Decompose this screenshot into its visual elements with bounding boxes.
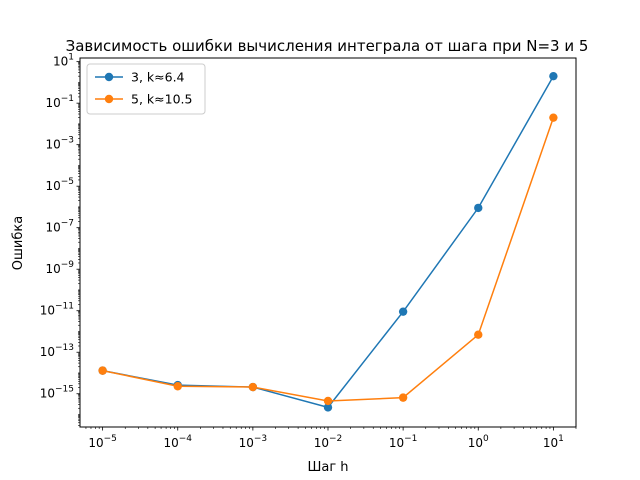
y-tick-label-exponent: −13 [55, 343, 74, 353]
series-1-point [549, 71, 558, 81]
y-tick-label: 10−7 [45, 219, 74, 235]
x-tick-label-base: 10 [543, 436, 558, 450]
x-tick-label: 10−4 [163, 434, 192, 450]
series-2-point [323, 396, 333, 406]
x-tick-label-base: 10 [239, 436, 254, 450]
series-2-point [173, 382, 182, 391]
y-tick-label-exponent: −5 [61, 177, 74, 187]
series-1-point [323, 403, 333, 412]
y-tick-label: 101 [53, 53, 74, 69]
x-tick-label-exponent: −4 [179, 434, 193, 444]
series-2-point [98, 366, 107, 375]
y-axis-label: Ошибка [11, 216, 26, 270]
y-tick-label-base: 10 [45, 96, 60, 110]
x-tick-label-exponent: 1 [558, 434, 564, 444]
x-tick-label: 101 [543, 434, 564, 450]
x-tick-label: 10−3 [239, 434, 268, 450]
series-layer [98, 71, 558, 412]
x-tick-label-base: 10 [88, 436, 103, 450]
legend-marker [104, 72, 114, 82]
legend: 3, k≈6.4 5, k≈10.5 [86, 63, 206, 115]
y-tick-label: 10−9 [45, 260, 74, 276]
y-tick-label: 10−3 [45, 136, 74, 152]
x-tick-label-exponent: 0 [483, 434, 489, 444]
y-tick-label: 10−5 [45, 177, 74, 193]
y-tick-label-exponent: −9 [61, 260, 75, 270]
y-tick-label-base: 10 [53, 55, 68, 69]
x-axis: 10−5 10−4 10−3 10−2 10−1 100 101 [85, 427, 577, 450]
chart-title: Зависимость ошибки вычисления интеграла … [66, 37, 589, 55]
y-tick-label: 10−11 [40, 302, 74, 318]
x-tick-label-base: 10 [468, 436, 483, 450]
x-tick-label-exponent: −1 [404, 434, 417, 444]
y-tick-label-exponent: −7 [61, 219, 74, 229]
y-tick-label-base: 10 [45, 262, 60, 276]
series-1-point [398, 307, 408, 316]
y-tick-label-base: 10 [40, 304, 55, 318]
y-tick-label: 10−1 [45, 94, 74, 110]
legend-label: 5, k≈10.5 [131, 92, 192, 107]
x-tick-label: 10−2 [314, 434, 343, 450]
x-axis-label: Шаг h [307, 460, 348, 475]
x-tick-label: 100 [468, 434, 489, 450]
y-tick-label-exponent: 1 [68, 53, 74, 63]
series-2-point [398, 393, 408, 402]
y-tick-label: 10−15 [40, 385, 74, 401]
x-tick-label-base: 10 [163, 436, 178, 450]
series-2-point [248, 382, 258, 392]
y-tick-label-exponent: −1 [61, 94, 74, 104]
series-2-point [474, 330, 483, 339]
series-2 [98, 113, 558, 406]
legend-marker [104, 94, 114, 104]
y-tick-label-exponent: −15 [55, 385, 74, 395]
series-2-point [549, 113, 558, 122]
x-tick-label-exponent: −2 [329, 434, 342, 444]
y-tick-label: 10−13 [40, 343, 74, 359]
y-tick-label-base: 10 [45, 138, 60, 152]
x-tick-label-base: 10 [314, 436, 329, 450]
x-tick-label: 10−5 [88, 434, 117, 450]
y-tick-label-base: 10 [40, 387, 55, 401]
y-tick-label-base: 10 [40, 345, 55, 359]
x-tick-label-base: 10 [389, 436, 404, 450]
y-tick-label-exponent: −11 [55, 302, 74, 312]
series-1-point [474, 203, 483, 213]
y-tick-label-base: 10 [45, 179, 60, 193]
y-tick-label-base: 10 [45, 221, 60, 235]
x-tick-label-exponent: −3 [254, 434, 267, 444]
legend-label: 3, k≈6.4 [131, 70, 185, 85]
x-tick-label-exponent: −5 [104, 434, 117, 444]
y-tick-label-exponent: −3 [61, 136, 74, 146]
x-tick-label: 10−1 [389, 434, 418, 450]
